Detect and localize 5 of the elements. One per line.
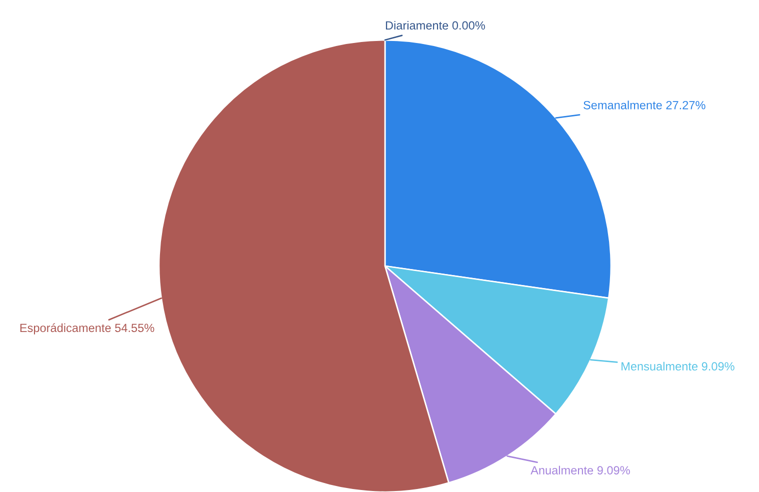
- slice-label: Esporádicamente 54.55%: [20, 323, 154, 334]
- slice-label: Mensualmente 9.09%: [622, 362, 734, 371]
- category-label: Diariamente 0.00%: [386, 20, 485, 30]
- slice-label: Anualmente 9.09%: [530, 466, 630, 474]
- slice-label: Semanalmente 27.27%: [584, 100, 706, 110]
